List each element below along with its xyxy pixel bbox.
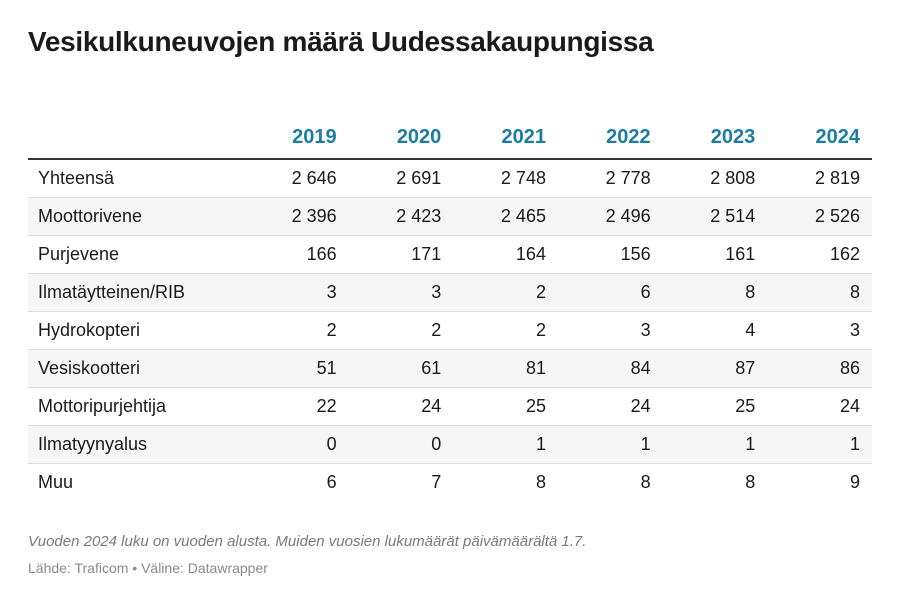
header-row: 2019 2020 2021 2022 2023 2024 [28, 116, 872, 160]
table-cell: 2 [453, 311, 558, 350]
data-table: 2019 2020 2021 2022 2023 2024 Yhteensä 2 646 2 … [28, 116, 872, 501]
table-cell: 8 [662, 273, 768, 312]
table-cell: 3 [348, 273, 454, 312]
table-cell: 24 [348, 387, 454, 426]
table-row: Moottorivene 2 396 2 423 2 465 2 496 2 514 2 5… [28, 197, 872, 236]
table-row: Hydrokopteri 2 2 2 3 4 3 [28, 311, 872, 350]
column-header-2019: 2019 [244, 116, 349, 160]
table-cell: 81 [453, 349, 558, 388]
source-line: Lähde: Traficom • Väline: Datawrapper [28, 560, 268, 576]
table-cell: 8 [535, 472, 546, 492]
table-cell: 2 778 [557, 159, 663, 198]
table-cell: 1 [557, 425, 663, 464]
table-cell: 2 396 [244, 197, 349, 236]
table-cell: 24 [557, 387, 663, 426]
table-cell: 6 [557, 273, 663, 312]
column-header-2024: 2024 [767, 116, 872, 160]
table-cell: 86 [767, 349, 872, 388]
table-cell: 51 [244, 349, 349, 388]
table-cell: 22 [244, 387, 349, 426]
table-cell: 2 819 [767, 159, 872, 198]
table-cell: 4 [662, 311, 768, 350]
table-cell: 2 748 [453, 159, 558, 198]
row-label: Yhteensä [28, 159, 244, 198]
table-cell: 156 [557, 235, 663, 274]
table-cell: 0 [348, 425, 454, 464]
table-cell: 2 465 [453, 197, 558, 236]
row-label: Ilmatäytteinen/RIB [28, 273, 244, 312]
table-cell: 25 [662, 387, 768, 426]
table-cell: 2 646 [244, 159, 349, 198]
table-cell: 87 [662, 349, 768, 388]
table-cell: 171 [348, 235, 454, 274]
table-cell: 84 [557, 349, 663, 388]
table-cell: 161 [662, 235, 768, 274]
table-cell: 3 [557, 311, 663, 350]
table-cell: 2 691 [348, 159, 454, 198]
table-cell: 2 514 [662, 197, 768, 236]
row-label: Purjevene [28, 235, 244, 274]
table-cell: 1 [453, 425, 558, 464]
column-header-2023: 2023 [662, 116, 768, 160]
table-cell: 25 [453, 387, 558, 426]
row-label: Moottorivene [28, 197, 244, 236]
table-row: Yhteensä 2 646 2 691 2 748 2 778 2 808 2 819 [28, 159, 872, 198]
table-cell: 9 [849, 472, 860, 492]
row-label: Mottoripurjehtija [28, 387, 244, 426]
table-row: Purjevene 166 171 164 156 161 162 [28, 235, 872, 274]
table-cell: 2 [348, 311, 454, 350]
table-cell: 2 423 [348, 197, 454, 236]
table-body: Yhteensä 2 646 2 691 2 748 2 778 2 808 2 819 Mo… [28, 159, 872, 501]
header-label-cell [28, 116, 244, 160]
table-cell: 6 [326, 472, 337, 492]
table-row: Ilmatyynyalus 0 0 1 1 1 1 [28, 425, 872, 464]
table-cell: 3 [244, 273, 349, 312]
table-cell: 7 [431, 472, 442, 492]
table-cell: 2 [244, 311, 349, 350]
table-cell: 8 [640, 472, 651, 492]
table-cell: 24 [767, 387, 872, 426]
table-cell: 1 [767, 425, 872, 464]
table-cell: 166 [244, 235, 349, 274]
row-label: Vesiskootteri [28, 349, 244, 388]
table-cell: 2 526 [767, 197, 872, 236]
row-label: Hydrokopteri [28, 311, 244, 350]
column-header-2020: 2020 [348, 116, 454, 160]
table-cell: 8 [745, 472, 756, 492]
table-cell: 2 [453, 273, 558, 312]
table-cell: 1 [662, 425, 768, 464]
column-header-2021: 2021 [453, 116, 558, 160]
column-header-2022: 2022 [557, 116, 663, 160]
row-label: Muu [38, 472, 74, 492]
table-row: Vesiskootteri 51 61 81 84 87 86 [28, 349, 872, 388]
table-cell: 2 808 [662, 159, 768, 198]
table-cell: 164 [453, 235, 558, 274]
chart-title: Vesikulkuneuvojen määrä Uudessakaupungis… [28, 26, 654, 57]
table-cell: 162 [767, 235, 872, 274]
table-cell: 2 496 [557, 197, 663, 236]
table-row: Mottoripurjehtija 22 24 25 24 25 24 [28, 387, 872, 426]
table-cell: 61 [348, 349, 454, 388]
table-row: Ilmatäytteinen/RIB 3 3 2 6 8 8 [28, 273, 872, 312]
table-cell: 0 [244, 425, 349, 464]
footnote: Vuoden 2024 luku on vuoden alusta. Muide… [28, 533, 587, 550]
table-cell: 8 [767, 273, 872, 312]
row-label: Ilmatyynyalus [28, 425, 244, 464]
table-row: Muu 6 7 8 8 8 9 [28, 464, 872, 502]
table-cell: 3 [767, 311, 872, 350]
